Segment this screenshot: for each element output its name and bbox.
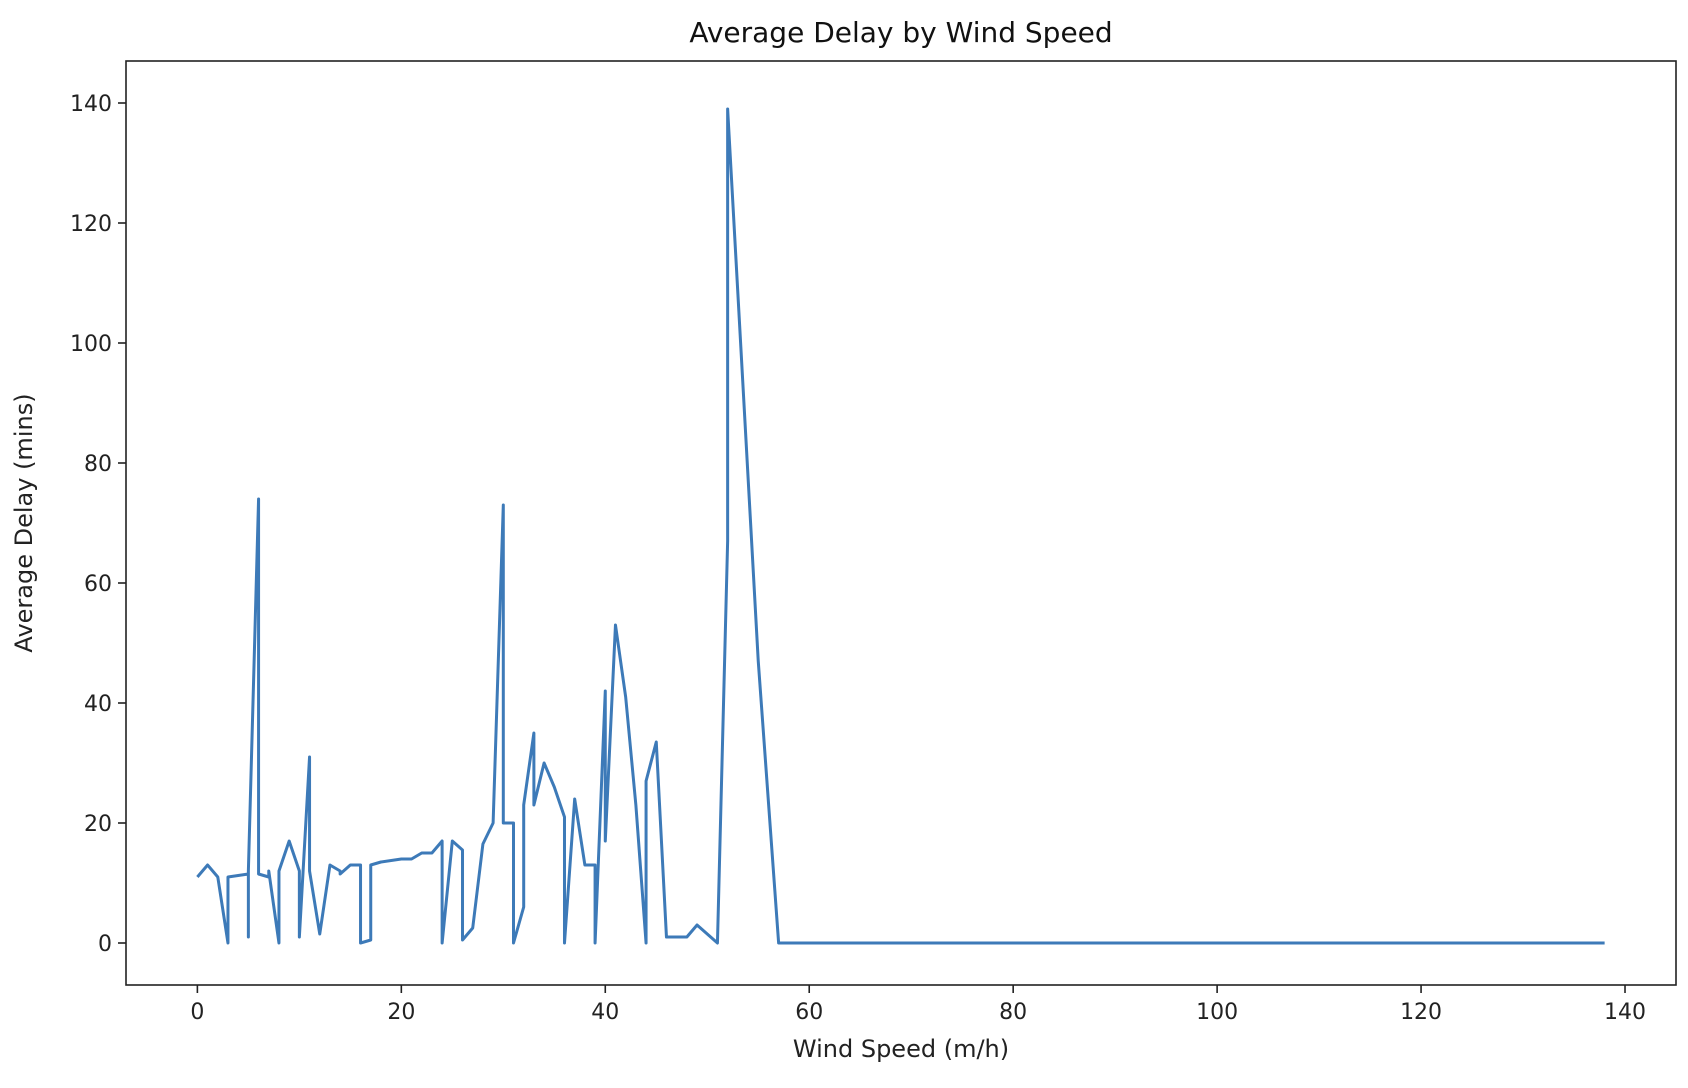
x-tick-label: 140 <box>1604 1000 1646 1025</box>
series-line-1 <box>196 107 1605 945</box>
x-tick-label: 20 <box>387 1000 415 1025</box>
x-tick-label: 40 <box>591 1000 619 1025</box>
x-tick-label: 100 <box>1196 1000 1238 1025</box>
x-tick-label: 0 <box>190 1000 204 1025</box>
y-axis-label: Average Delay (mins) <box>10 393 38 652</box>
chart-title: Average Delay by Wind Speed <box>689 16 1112 49</box>
y-tick-label: 100 <box>70 332 112 357</box>
x-tick-label: 120 <box>1400 1000 1442 1025</box>
x-axis-ticks: 0 20 40 60 80 100 120 140 <box>190 985 1646 1025</box>
x-axis-label: Wind Speed (m/h) <box>793 1035 1009 1063</box>
axes-frame <box>125 60 1677 986</box>
y-tick-label: 20 <box>84 812 112 837</box>
plot-area <box>196 107 1605 945</box>
y-tick-label: 60 <box>84 572 112 597</box>
x-tick-label: 80 <box>999 1000 1027 1025</box>
y-tick-label: 0 <box>98 932 112 957</box>
y-tick-label: 120 <box>70 212 112 237</box>
y-tick-label: 80 <box>84 452 112 477</box>
y-tick-label: 140 <box>70 92 112 117</box>
y-axis-ticks: 0 20 40 60 80 100 120 140 <box>70 92 126 957</box>
x-tick-label: 60 <box>795 1000 823 1025</box>
y-tick-label: 40 <box>84 692 112 717</box>
